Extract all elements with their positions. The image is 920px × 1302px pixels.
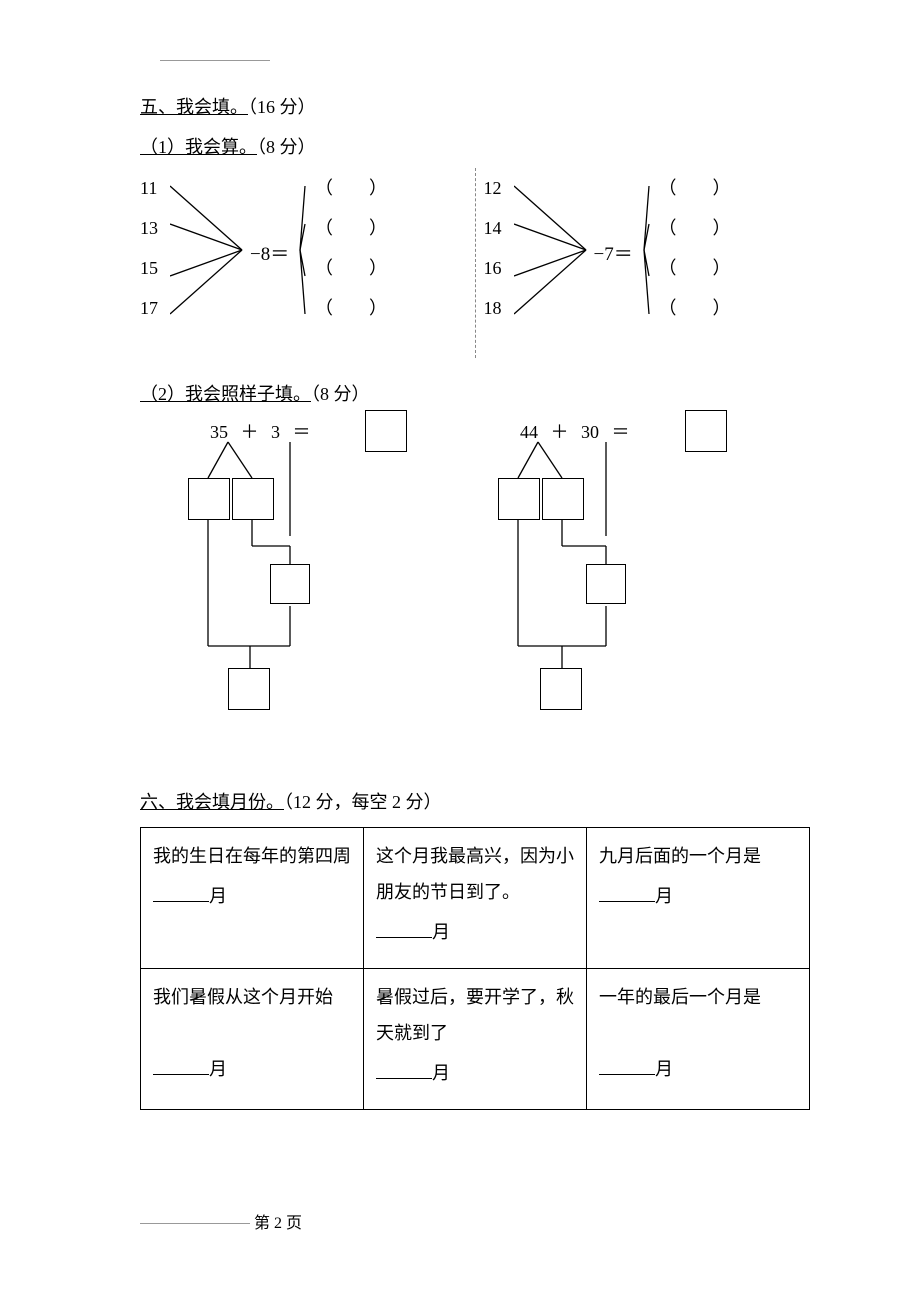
tree-a-split-left[interactable] — [188, 478, 230, 520]
answer-line: 月 — [599, 878, 797, 914]
month-suffix: 月 — [655, 1059, 673, 1079]
tree-a-mid-box[interactable] — [270, 564, 310, 604]
answer-line: 月 — [153, 878, 351, 914]
blank[interactable] — [376, 920, 432, 938]
tree-b-lines — [490, 416, 770, 736]
cell-1-2: 一年的最后一个月是 月 — [587, 968, 810, 1109]
fan-a-op: −8＝ — [250, 238, 289, 272]
cell-text: 这个月我最高兴，因为小朋友的节日到了。 — [376, 838, 574, 910]
fan-a-num-1: 13 — [140, 208, 158, 248]
answer-line: 月 — [599, 1051, 797, 1087]
paren: （ ） — [315, 168, 387, 208]
cell-1-0: 我们暑假从这个月开始 月 — [141, 968, 364, 1109]
section5-title-rest: （16 分） — [248, 97, 316, 117]
blank[interactable] — [376, 1061, 432, 1079]
fan-b-num-0: 12 — [484, 168, 502, 208]
month-table: 我的生日在每年的第四周 月 这个月我最高兴，因为小朋友的节日到了。 月 九月后面… — [140, 827, 810, 1110]
cell-text: 九月后面的一个月是 — [599, 838, 797, 874]
tree-b-split-left[interactable] — [498, 478, 540, 520]
table-row: 我的生日在每年的第四周 月 这个月我最高兴，因为小朋友的节日到了。 月 九月后面… — [141, 827, 810, 968]
tree-b-split-right[interactable] — [542, 478, 584, 520]
fan-divider — [475, 168, 476, 358]
month-suffix: 月 — [432, 1063, 450, 1083]
month-suffix: 月 — [432, 922, 450, 942]
fan-a-lines — [170, 178, 320, 338]
tree-b: 44 ＋ 30 ＝ — [490, 416, 770, 736]
month-suffix: 月 — [209, 1059, 227, 1079]
tree-a-lines — [180, 416, 460, 736]
fan-a-num-3: 17 — [140, 288, 158, 328]
fan-a-nums: 11 13 15 17 — [140, 168, 158, 328]
fan-b-op: −7＝ — [594, 238, 633, 272]
paren: （ ） — [659, 288, 731, 328]
fan-a: 11 13 15 17 −8＝ （ ） （ ） （ ） （ ） — [140, 168, 467, 348]
cell-text: 我们暑假从这个月开始 — [153, 979, 351, 1015]
tree-a-bottom-box[interactable] — [228, 668, 270, 710]
section5-title-u: 五、我会填。 — [140, 97, 248, 117]
blank[interactable] — [599, 884, 655, 902]
section6-heading: 六、我会填月份。（12 分，每空 2 分） — [140, 786, 810, 818]
section5-part2-rest: （8 分） — [311, 384, 370, 404]
blank[interactable] — [153, 1057, 209, 1075]
tree-b-bottom-box[interactable] — [540, 668, 582, 710]
table-row: 我们暑假从这个月开始 月 暑假过后，要开学了，秋天就到了 月 一年的最后一个月是… — [141, 968, 810, 1109]
answer-line: 月 — [153, 1051, 351, 1087]
cell-text: 我的生日在每年的第四周 — [153, 838, 351, 874]
fan-b-num-3: 18 — [484, 288, 502, 328]
cell-0-2: 九月后面的一个月是 月 — [587, 827, 810, 968]
fan-b-nums: 12 14 16 18 — [484, 168, 502, 328]
section5-part2-u: （2）我会照样子填。 — [140, 384, 311, 404]
section6-title-rest: （12 分，每空 2 分） — [284, 792, 442, 812]
section5-part2-label: （2）我会照样子填。（8 分） — [140, 378, 810, 410]
paren: （ ） — [659, 248, 731, 288]
tree-a: 35 ＋ 3 ＝ — [180, 416, 460, 736]
section5-heading: 五、我会填。（16 分） — [140, 91, 810, 123]
month-suffix: 月 — [209, 886, 227, 906]
paren: （ ） — [315, 248, 387, 288]
blank[interactable] — [599, 1057, 655, 1075]
trees-container: 35 ＋ 3 ＝ 44 — [180, 416, 810, 736]
paren: （ ） — [659, 208, 731, 248]
cell-text: 一年的最后一个月是 — [599, 979, 797, 1015]
cell-0-0: 我的生日在每年的第四周 月 — [141, 827, 364, 968]
footer-hairline — [140, 1223, 250, 1224]
fan-b: 12 14 16 18 −7＝ （ ） （ ） （ ） （ ） — [484, 168, 811, 348]
blank[interactable] — [153, 884, 209, 902]
fan-a-num-0: 11 — [140, 168, 158, 208]
fan-b-lines — [514, 178, 664, 338]
section5-part1-u: （1）我会算。 — [140, 137, 257, 157]
answer-line: 月 — [376, 1055, 574, 1091]
fan-b-num-2: 16 — [484, 248, 502, 288]
cell-0-1: 这个月我最高兴，因为小朋友的节日到了。 月 — [364, 827, 587, 968]
month-suffix: 月 — [655, 886, 673, 906]
fan-a-parens: （ ） （ ） （ ） （ ） — [315, 168, 387, 328]
fan-container: 11 13 15 17 −8＝ （ ） （ ） （ ） （ ） 12 14 — [140, 168, 810, 358]
paren: （ ） — [315, 288, 387, 328]
paren: （ ） — [659, 168, 731, 208]
paren: （ ） — [315, 208, 387, 248]
fan-a-num-2: 15 — [140, 248, 158, 288]
cell-text: 暑假过后，要开学了，秋天就到了 — [376, 979, 574, 1051]
cell-1-1: 暑假过后，要开学了，秋天就到了 月 — [364, 968, 587, 1109]
answer-line: 月 — [376, 914, 574, 950]
footer-text: 第 2 页 — [254, 1215, 302, 1232]
tree-b-mid-box[interactable] — [586, 564, 626, 604]
section6-title-u: 六、我会填月份。 — [140, 792, 284, 812]
fan-b-num-1: 14 — [484, 208, 502, 248]
section5-part1-rest: （8 分） — [257, 137, 316, 157]
top-hairline — [160, 60, 270, 61]
section5-part1-label: （1）我会算。（8 分） — [140, 131, 810, 163]
tree-a-split-right[interactable] — [232, 478, 274, 520]
fan-b-parens: （ ） （ ） （ ） （ ） — [659, 168, 731, 328]
footer: 第 2 页 — [140, 1210, 810, 1239]
